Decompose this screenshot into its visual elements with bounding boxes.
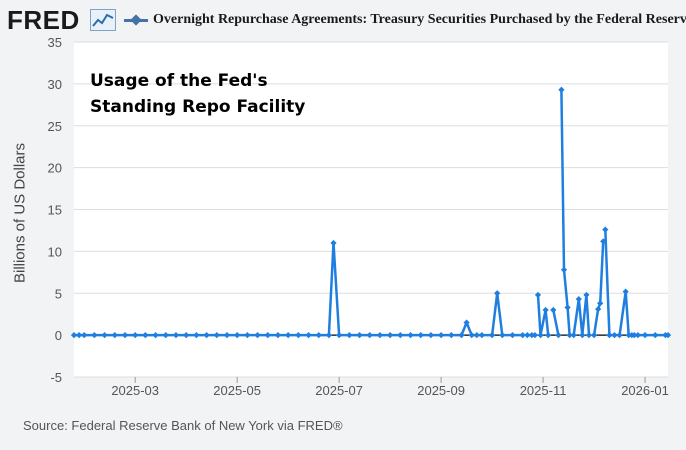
data-point	[295, 332, 302, 339]
y-tick-label: -5	[50, 370, 62, 385]
data-point	[254, 332, 261, 339]
x-tick-label: 2025-07	[315, 383, 363, 398]
data-point	[366, 332, 373, 339]
data-point	[558, 86, 565, 93]
data-point	[597, 300, 604, 307]
data-point	[437, 332, 445, 339]
data-point	[499, 332, 506, 339]
data-point	[478, 332, 486, 339]
data-point	[488, 332, 496, 339]
data-point	[203, 332, 210, 339]
x-tick-label: 2025-11	[520, 383, 567, 398]
data-point	[336, 332, 343, 339]
line-chart-icon	[90, 9, 116, 31]
data-point	[468, 332, 475, 339]
data-point	[315, 332, 322, 339]
data-point	[264, 332, 271, 339]
series-line	[592, 241, 605, 336]
y-tick-label: 25	[48, 119, 62, 134]
data-point	[132, 332, 139, 339]
x-tick-label: 2025-03	[111, 383, 159, 398]
x-tick-label: 2025-09	[417, 383, 465, 398]
data-point	[325, 332, 333, 339]
y-tick-label: 35	[48, 35, 62, 50]
data-point	[356, 332, 363, 339]
annotation-line-1: Usage of the Fed's	[90, 71, 268, 91]
data-point	[509, 332, 516, 339]
y-tick-label: 30	[48, 77, 62, 92]
data-point	[223, 332, 231, 339]
series-title[interactable]: Overnight Repurchase Agreements: Treasur…	[153, 12, 686, 27]
y-tick-label: 0	[55, 328, 62, 343]
data-point	[274, 332, 282, 339]
data-point	[305, 332, 312, 339]
series-line	[536, 294, 550, 337]
x-tick-label: 2025-05	[213, 383, 261, 398]
data-point	[397, 332, 404, 339]
data-point	[458, 332, 465, 339]
series-line	[552, 309, 560, 336]
y-tick-label: 15	[48, 203, 62, 218]
data-point	[448, 332, 455, 339]
fred-logo[interactable]: FRED	[7, 5, 80, 35]
header: FRED Overnight Repurchase Agreements: Tr…	[0, 0, 686, 40]
data-point	[285, 332, 292, 339]
y-tick-label: 20	[48, 161, 62, 176]
data-point	[534, 291, 542, 299]
annotation-line-2: Standing Repo Facility	[90, 97, 306, 117]
data-point	[152, 332, 159, 339]
data-point	[407, 332, 414, 339]
data-point	[575, 296, 582, 303]
data-point	[463, 319, 470, 326]
data-point	[583, 291, 590, 299]
data-point	[376, 332, 384, 339]
y-tick-label: 10	[48, 244, 62, 259]
data-point	[427, 332, 435, 339]
data-point	[564, 304, 571, 311]
data-point	[346, 332, 353, 339]
data-point	[417, 332, 424, 339]
source-note: Source: Federal Reserve Bank of New York…	[23, 418, 343, 433]
data-point	[473, 332, 480, 339]
data-point	[560, 266, 568, 273]
series-line	[560, 89, 571, 336]
data-point	[494, 290, 501, 297]
x-tick-label: 2026-01	[621, 383, 669, 398]
y-tick-label: 5	[55, 286, 62, 301]
data-point	[387, 332, 394, 339]
chart-annotation: Usage of the Fed's Standing Repo Facilit…	[90, 68, 305, 120]
